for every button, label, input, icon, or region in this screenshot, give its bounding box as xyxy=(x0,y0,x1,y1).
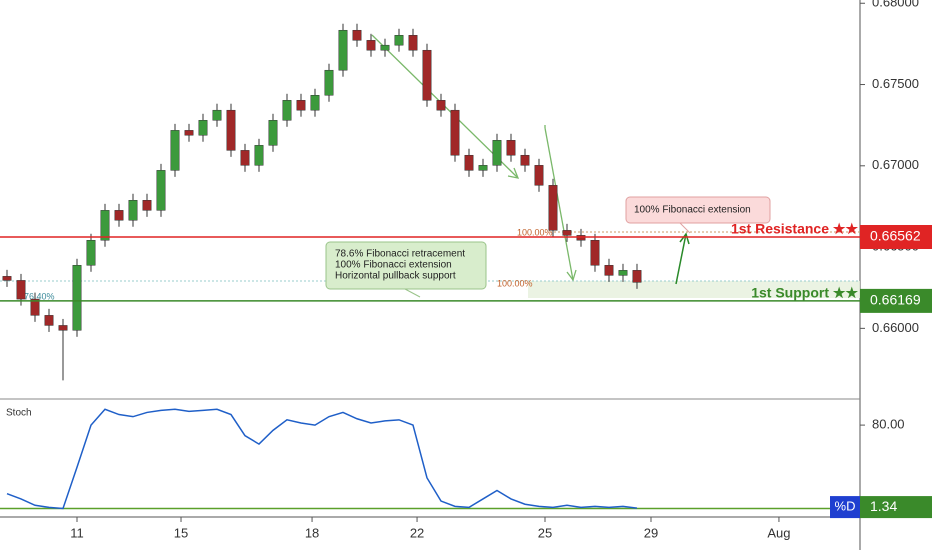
annotation: 100% Fibonacci extension xyxy=(335,260,452,271)
stoch-tick-label: 80.00 xyxy=(872,417,905,432)
candle-body xyxy=(2,276,12,281)
candle-body xyxy=(114,210,124,221)
candle-body xyxy=(548,185,558,231)
stoch-value-tag xyxy=(860,496,932,519)
candle-body xyxy=(30,298,40,316)
stoch-line xyxy=(6,408,638,510)
candle-body xyxy=(422,49,432,101)
support-zone xyxy=(528,281,860,298)
stoch-name: %D xyxy=(835,499,856,514)
candle-body xyxy=(450,109,460,156)
candle-body xyxy=(632,270,642,283)
level-name: 1st Resistance ★★ xyxy=(731,221,858,237)
candle-body xyxy=(58,325,68,331)
x-tick-label: 22 xyxy=(410,525,424,540)
candle-body xyxy=(44,315,54,326)
candle-body xyxy=(604,265,614,276)
x-tick-label: 11 xyxy=(70,525,84,540)
candle-body xyxy=(338,29,348,71)
candle-body xyxy=(576,235,586,241)
candle-body xyxy=(380,44,390,51)
candle-body xyxy=(464,154,474,171)
price-tag xyxy=(860,225,932,249)
stoch-title: Stoch xyxy=(6,408,32,419)
candle-body xyxy=(72,265,82,331)
y-tick-label: 0.68000 xyxy=(872,0,919,10)
candle-body xyxy=(394,35,404,46)
annotation-box xyxy=(625,196,771,224)
callout xyxy=(404,288,421,298)
x-tick-label: 18 xyxy=(305,525,319,540)
candle-body xyxy=(478,165,488,171)
candle-body xyxy=(408,35,418,51)
stoch-name-tag xyxy=(830,496,860,519)
candle-body xyxy=(562,230,572,236)
candle-body xyxy=(212,109,222,121)
candle-body xyxy=(366,40,376,51)
x-tick-label: 15 xyxy=(174,525,188,540)
candle-body xyxy=(268,120,278,146)
candle-body xyxy=(142,200,152,211)
y-tick-label: 0.66000 xyxy=(872,320,919,335)
price-tag-label: 0.66169 xyxy=(870,292,921,308)
y-tick-label: 0.67500 xyxy=(872,76,919,91)
candle-body xyxy=(86,240,96,266)
candle-body xyxy=(506,140,516,156)
candle-body xyxy=(16,280,26,300)
candle-body xyxy=(240,150,250,166)
annotation: 100% Fibonacci extension xyxy=(634,205,751,216)
fib-label: 100.00% xyxy=(497,278,533,288)
fib-label: 76.40% xyxy=(24,291,55,301)
annotation: Horizontal pullback support xyxy=(335,271,456,282)
x-tick-label: 29 xyxy=(644,525,658,540)
stoch-value-label: 1.34 xyxy=(870,498,897,514)
candle-body xyxy=(156,170,166,211)
price-tag xyxy=(860,288,932,313)
price-tag-label: 0.66562 xyxy=(870,228,921,244)
candle-body xyxy=(310,95,320,111)
annotation: 78.6% Fibonacci retracement xyxy=(335,249,465,260)
callout xyxy=(679,222,691,234)
up-arrow xyxy=(675,232,690,285)
y-tick-label: 0.67000 xyxy=(872,157,919,172)
candle-body xyxy=(226,109,236,151)
candle-body xyxy=(618,270,628,276)
candle-body xyxy=(198,120,208,136)
candle-body xyxy=(492,140,502,166)
candle-body xyxy=(254,145,264,166)
fib-label: 100.00% xyxy=(517,227,553,237)
candle-body xyxy=(128,200,138,221)
candle-body xyxy=(100,210,110,241)
candle-body xyxy=(352,29,362,41)
x-tick-label: 25 xyxy=(538,525,552,540)
x-tick-label: Aug xyxy=(767,525,790,540)
candle-body xyxy=(324,69,334,96)
candle-body xyxy=(534,165,544,186)
candle-body xyxy=(520,154,530,166)
candle-body xyxy=(170,130,180,171)
candle-body xyxy=(590,240,600,266)
candle-body xyxy=(296,100,306,111)
candle-body xyxy=(282,100,292,121)
candle-body xyxy=(184,130,194,136)
candle-body xyxy=(436,100,446,111)
level-name: 1st Support ★★ xyxy=(751,285,858,301)
